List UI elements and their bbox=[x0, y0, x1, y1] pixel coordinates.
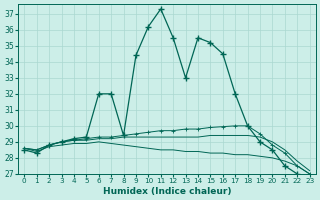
X-axis label: Humidex (Indice chaleur): Humidex (Indice chaleur) bbox=[103, 187, 231, 196]
